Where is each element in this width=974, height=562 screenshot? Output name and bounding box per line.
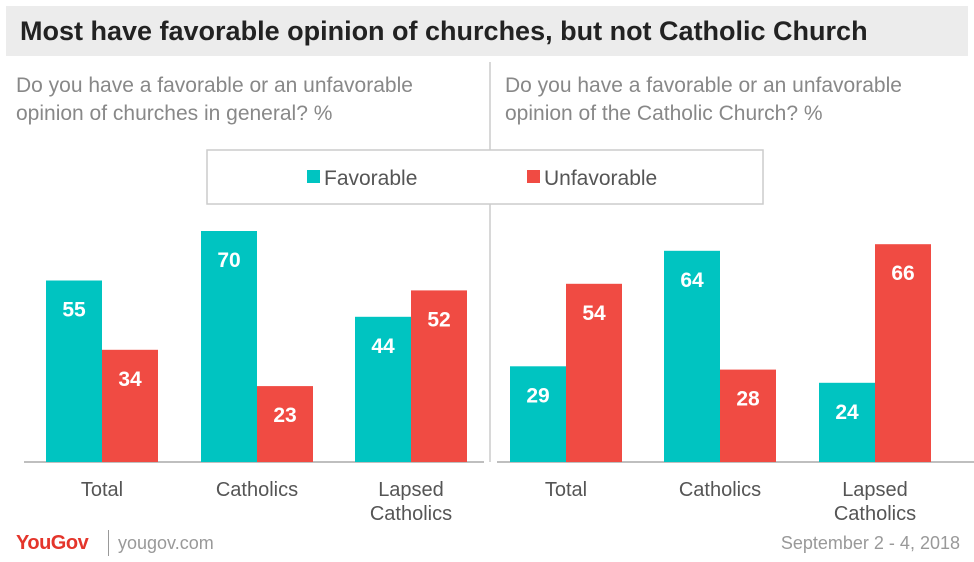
legend-swatch-favorable [307, 170, 320, 183]
right-value-label-favorable-1: 64 [680, 269, 704, 292]
right-bar-unfavorable-0 [566, 283, 622, 462]
left-value-label-favorable-1: 70 [217, 249, 240, 272]
right-panel-question: Do you have a favorable or an unfavorabl… [505, 74, 902, 125]
left-category-label-2: Lapsed [378, 479, 444, 501]
left-category-label-2: Catholics [370, 503, 452, 525]
left-value-label-unfavorable-0: 34 [118, 368, 142, 391]
right-category-label-2: Lapsed [842, 479, 908, 501]
left-bar-unfavorable-0 [102, 349, 158, 462]
right-panel-bars: 2954Total6428Catholics2466LapsedCatholic… [497, 244, 974, 525]
right-category-label-2: Catholics [834, 503, 916, 525]
right-bar-unfavorable-1 [720, 369, 776, 462]
left-value-label-favorable-2: 44 [371, 335, 395, 358]
chart-title: Most have favorable opinion of churches,… [20, 16, 868, 46]
footer-site[interactable]: yougov.com [118, 533, 214, 553]
right-bar-unfavorable-2 [875, 244, 931, 462]
left-value-label-unfavorable-1: 23 [273, 404, 296, 427]
left-panel-bars: 5534Total7023Catholics4452LapsedCatholic… [24, 231, 484, 525]
footer-divider [108, 530, 109, 556]
left-category-label-0: Total [81, 479, 123, 501]
legend-box [206, 149, 764, 205]
right-category-label-1: Catholics [679, 479, 761, 501]
left-bar-favorable-1 [201, 231, 257, 462]
legend: Favorable Unfavorable [206, 149, 764, 205]
right-value-label-unfavorable-0: 54 [582, 302, 606, 325]
right-bar-favorable-0 [510, 366, 566, 462]
right-value-label-favorable-2: 24 [835, 401, 859, 424]
left-bar-favorable-2 [355, 316, 411, 462]
footer-date: September 2 - 4, 2018 [780, 533, 960, 553]
right-bar-favorable-1 [664, 250, 720, 462]
left-bar-unfavorable-1 [257, 386, 313, 462]
legend-label-favorable: Favorable [324, 167, 417, 190]
yougov-logo: YouGov [16, 532, 89, 554]
left-panel-question: Do you have a favorable or an unfavorabl… [16, 74, 413, 125]
right-value-label-unfavorable-2: 66 [891, 262, 914, 285]
legend-swatch-unfavorable [527, 170, 540, 183]
title-bar: Most have favorable opinion of churches,… [6, 6, 968, 56]
right-bar-favorable-2 [819, 382, 875, 462]
left-bar-favorable-0 [46, 280, 102, 462]
right-value-label-favorable-0: 29 [526, 384, 549, 407]
legend-label-unfavorable: Unfavorable [544, 167, 657, 190]
left-category-label-1: Catholics [216, 479, 298, 501]
left-value-label-favorable-0: 55 [62, 299, 86, 322]
right-value-label-unfavorable-1: 28 [736, 388, 760, 411]
right-category-label-0: Total [545, 479, 587, 501]
left-bar-unfavorable-2 [411, 290, 467, 462]
left-value-label-unfavorable-2: 52 [427, 308, 450, 331]
